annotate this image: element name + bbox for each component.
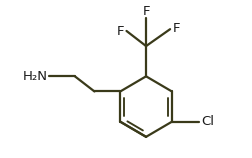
Text: F: F — [172, 22, 180, 35]
Text: F: F — [142, 5, 149, 18]
Text: H₂N: H₂N — [23, 70, 48, 83]
Text: Cl: Cl — [200, 115, 213, 128]
Text: F: F — [116, 25, 123, 38]
